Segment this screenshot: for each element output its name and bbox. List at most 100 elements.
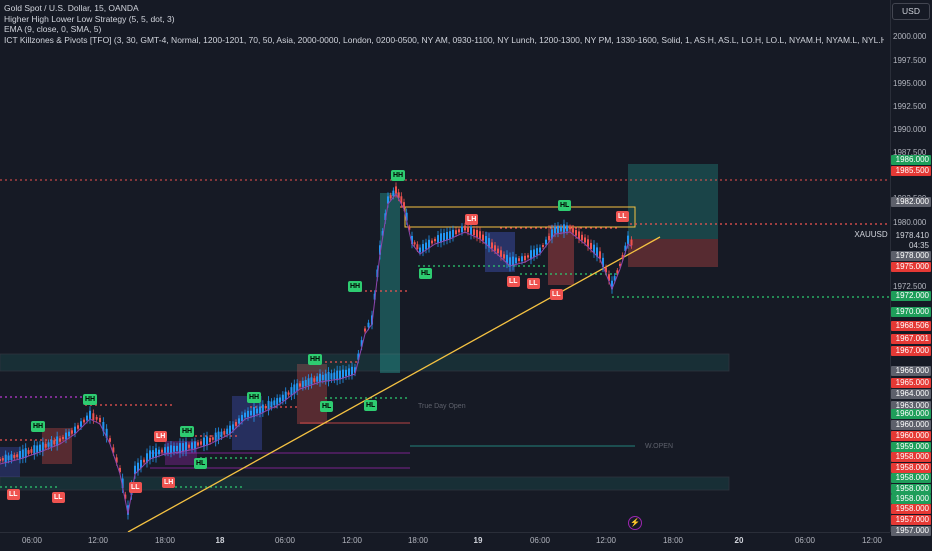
price-level-tag: 1985.500	[891, 166, 931, 176]
candle	[65, 432, 67, 440]
candle	[500, 250, 502, 257]
candle	[379, 245, 381, 255]
candle	[211, 437, 214, 440]
chart-legend: Gold Spot / U.S. Dollar, 15, OANDA Highe…	[4, 3, 884, 45]
price-level-tag: 1982.000	[891, 197, 931, 207]
candle	[416, 244, 419, 250]
support-zone	[0, 476, 730, 491]
price-level-tag: 1968.506	[891, 321, 931, 331]
candle	[470, 226, 472, 235]
candle	[536, 248, 538, 256]
candle	[590, 242, 592, 250]
candle	[27, 450, 30, 454]
candle	[313, 378, 316, 382]
candle	[449, 231, 451, 239]
candle	[434, 238, 436, 242]
candle	[461, 226, 463, 233]
candle	[348, 368, 350, 376]
candle	[47, 442, 50, 447]
candle	[24, 448, 27, 458]
candle	[304, 379, 307, 387]
candle	[397, 192, 400, 198]
bar-countdown: 04:35	[908, 241, 929, 250]
candle	[551, 229, 553, 239]
candle	[455, 230, 457, 235]
candle	[284, 391, 287, 400]
indicator-hhll[interactable]: Higher High Lower Low Strategy (5, 5, do…	[4, 13, 175, 24]
indicator-ema[interactable]: EMA (9, close, 0, SMA, 5)	[4, 24, 102, 34]
time-tick: 06:00	[794, 536, 816, 545]
candle	[316, 376, 319, 382]
price-chart-svg[interactable]	[0, 0, 890, 533]
candle	[578, 231, 580, 239]
pivot-label: HL	[194, 458, 208, 469]
candle	[253, 407, 255, 417]
candle	[446, 231, 448, 241]
candle	[339, 370, 341, 380]
price-level-tag: 1970.000	[891, 307, 931, 317]
pivot-label: LL	[129, 482, 142, 493]
time-tick: 18	[215, 536, 225, 545]
candle	[488, 238, 490, 248]
candle	[164, 447, 166, 453]
position-stop-zone	[628, 239, 718, 267]
price-level-tag: 1958.000	[891, 484, 931, 494]
candle	[149, 450, 151, 460]
candle	[109, 438, 111, 442]
candle	[279, 397, 281, 403]
price-tick: 1972.500	[893, 282, 927, 291]
time-tick: 18:00	[154, 536, 176, 545]
current-symbol-box: XAUUSD	[852, 230, 890, 250]
candle	[509, 257, 511, 267]
currency-button[interactable]: USD	[892, 3, 930, 20]
current-price-value: 1978.410	[895, 231, 929, 240]
time-axis[interactable]: 06:00 12:00 18:00 18 06:00 12:00 18:00 19 06:00 1…	[0, 532, 890, 551]
candle	[428, 239, 430, 249]
candle	[392, 190, 395, 197]
price-level-tag: 1959.000	[891, 442, 931, 452]
candle	[422, 244, 424, 252]
pivot-label: HH	[247, 392, 262, 403]
candle	[173, 445, 175, 452]
candle	[223, 431, 226, 435]
candle	[80, 421, 82, 427]
weekly-open-label: W.OPEN	[645, 443, 674, 450]
price-level-tag: 1958.000	[891, 452, 931, 462]
candle	[619, 263, 621, 267]
candle	[36, 445, 39, 453]
candle	[611, 280, 613, 290]
symbol-title[interactable]: Gold Spot / U.S. Dollar, 15, OANDA	[4, 3, 139, 13]
candle	[59, 438, 61, 442]
candle	[259, 406, 261, 414]
candle	[437, 235, 439, 243]
candle	[364, 328, 366, 332]
ema-line	[0, 193, 632, 515]
pivot-label: HH	[348, 281, 363, 292]
candle	[71, 430, 73, 434]
price-tick: 1980.000	[893, 218, 927, 227]
candle	[238, 418, 240, 424]
indicator-killzones[interactable]: ICT Killzones & Pivots [TFO] (3, 30, GMT…	[4, 34, 884, 45]
candle	[503, 254, 505, 259]
chart-canvas[interactable]: Gold Spot / U.S. Dollar, 15, OANDA Highe…	[0, 0, 890, 533]
pivot-label: LL	[52, 492, 65, 503]
candle	[293, 384, 296, 395]
candle	[264, 405, 267, 409]
candle	[389, 195, 392, 199]
candle	[342, 369, 344, 379]
candle	[13, 454, 16, 458]
lightning-icon[interactable]: ⚡	[628, 516, 642, 530]
candle	[134, 465, 136, 475]
candle	[119, 467, 121, 473]
candle	[515, 257, 517, 264]
candle	[467, 226, 469, 233]
candle	[336, 370, 339, 381]
candle	[261, 404, 264, 413]
candle	[605, 267, 607, 273]
candle	[530, 250, 532, 260]
price-level-tag: 1960.000	[891, 431, 931, 441]
candle	[112, 447, 115, 453]
candle	[405, 212, 408, 221]
candle	[569, 226, 571, 230]
price-axis[interactable]: 2000.000 1997.500 1995.000 1992.500 1990.000…	[890, 0, 932, 536]
